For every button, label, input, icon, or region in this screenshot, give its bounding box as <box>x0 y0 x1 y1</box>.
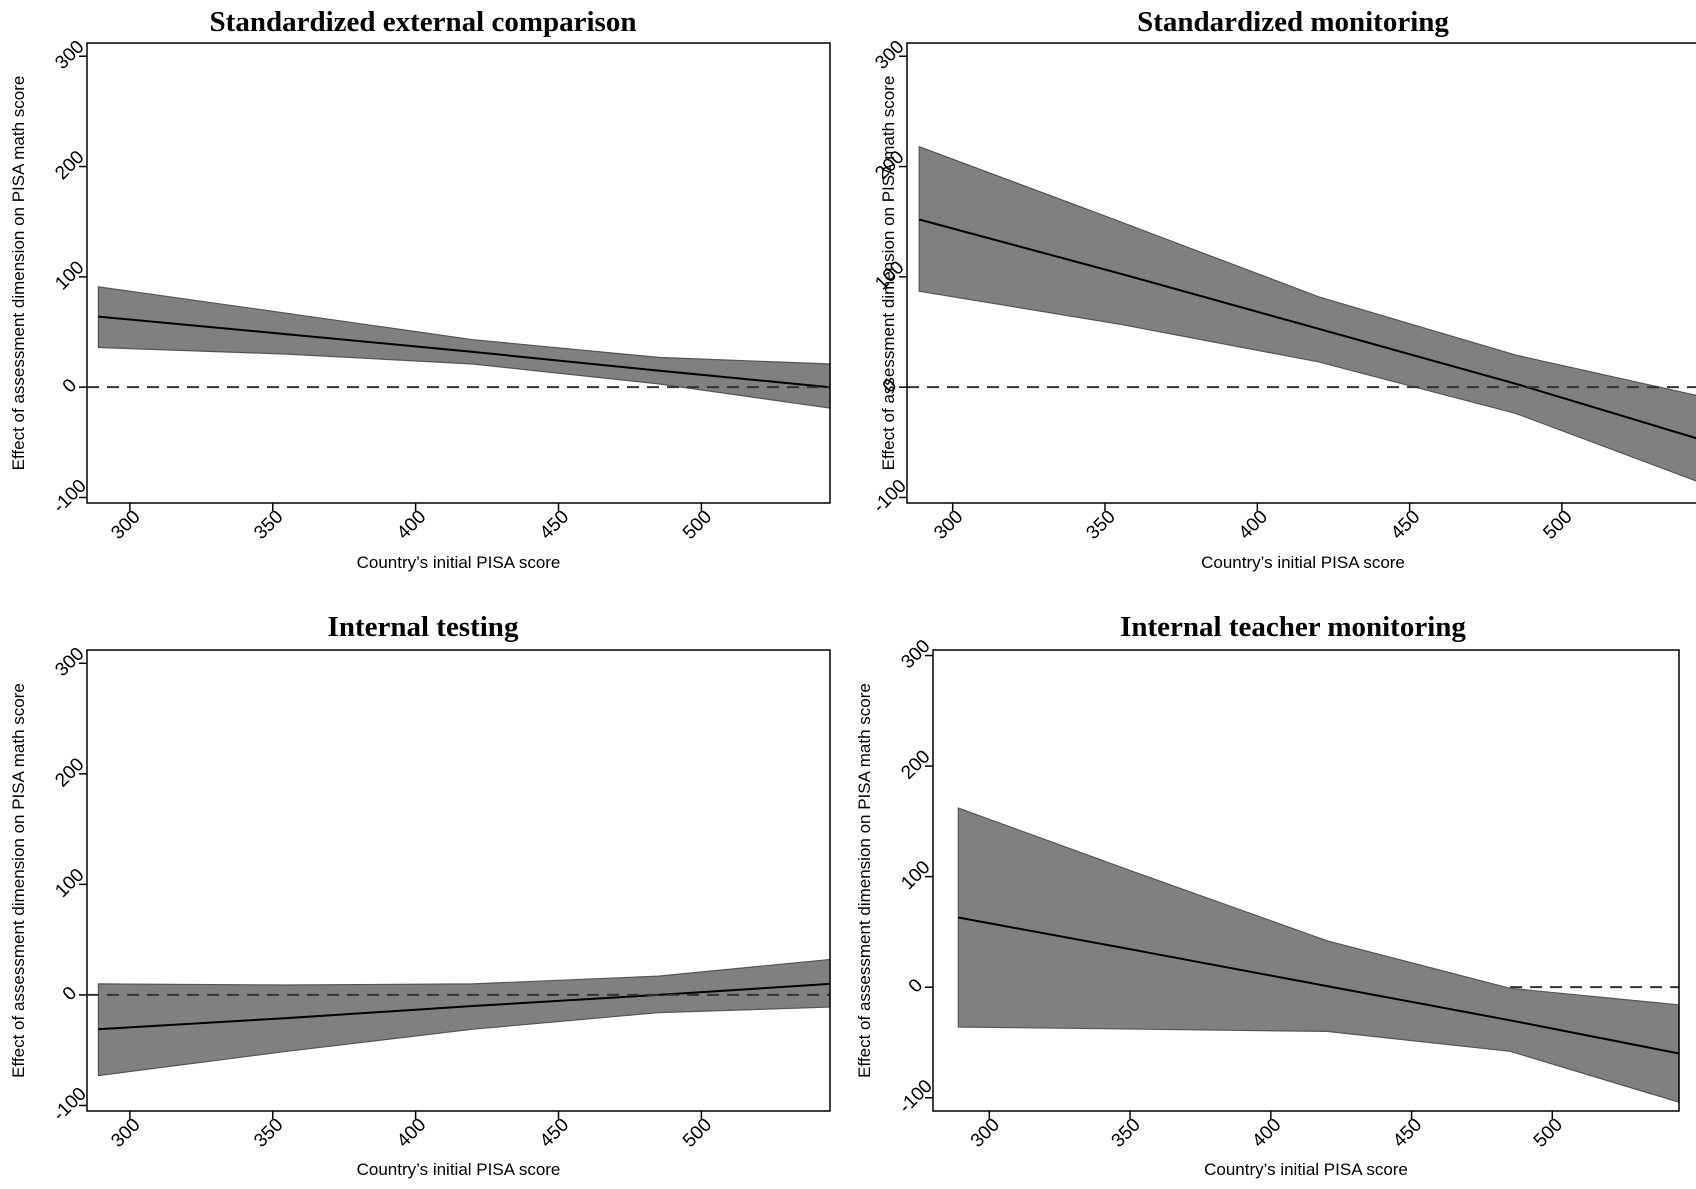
y-tick-label: -100 <box>895 1076 937 1118</box>
y-tick-label: 300 <box>871 37 908 74</box>
y-axis-title: Effect of assessment dimension on PISA m… <box>9 683 28 1078</box>
y-axis-title: Effect of assessment dimension on PISA m… <box>9 76 28 471</box>
confidence-band <box>918 145 1696 482</box>
x-tick-label: 300 <box>967 1114 1004 1151</box>
x-tick-label: 450 <box>1389 1114 1426 1151</box>
x-axis-title: Country’s initial PISA score <box>1204 1160 1408 1179</box>
estimate-line <box>98 315 831 389</box>
y-tick-label: 100 <box>51 257 88 294</box>
estimate-line <box>958 916 1680 1055</box>
confidence-band <box>97 958 831 1077</box>
plot-frame <box>932 649 1680 1112</box>
x-tick-label: 500 <box>679 506 716 543</box>
y-axis-title: Effect of assessment dimension on PISA m… <box>855 683 874 1078</box>
chart-standardized-monitoring: Standardized monitoring-1000100200300300… <box>869 6 1696 572</box>
estimate-line <box>98 982 831 1031</box>
estimate-line <box>918 218 1696 440</box>
chart-standardized-external-comparison: Standardized external comparison -100 0 100… <box>9 6 831 572</box>
y-tick-label: 0 <box>59 983 81 1005</box>
x-axis-title: Country’s initial PISA score <box>357 1160 561 1179</box>
panel-standardized-monitoring: Standardized monitoring -100 0 100 200 300 300… <box>848 0 1696 572</box>
y-tick-label: 0 <box>905 975 927 997</box>
x-tick-label: 350 <box>1108 1114 1145 1151</box>
confidence-band <box>957 807 1680 1104</box>
chart-title: Standardized external comparison <box>210 6 637 38</box>
x-tick-label: 450 <box>536 506 573 543</box>
panel-internal-teacher-monitoring: Internal teacher monitoring -100 0 100 200 30… <box>848 594 1696 1189</box>
x-axis-title: Country’s initial PISA score <box>1201 553 1405 572</box>
x-tick-label: 400 <box>393 506 430 543</box>
x-tick-label: 400 <box>393 1114 430 1151</box>
chart-title: Internal teacher monitoring <box>1120 611 1466 643</box>
y-tick-label: 100 <box>51 865 88 902</box>
y-tick-label: -100 <box>49 1084 91 1126</box>
y-tick-label: 200 <box>51 147 88 184</box>
x-tick-label: 300 <box>930 506 967 543</box>
x-tick-label: 500 <box>1539 506 1576 543</box>
y-tick-label: 300 <box>51 37 88 74</box>
x-tick-label: 450 <box>536 1114 573 1151</box>
y-tick-label: 300 <box>51 644 88 681</box>
x-tick-label: 300 <box>107 506 144 543</box>
chart-title: Standardized monitoring <box>1137 6 1449 38</box>
plot-frame <box>86 42 831 504</box>
y-tick-label: -100 <box>49 476 91 518</box>
chart-internal-teacher-monitoring: Internal teacher monitoring -100 0 100 200 30… <box>855 611 1680 1179</box>
plot-frame <box>906 42 1696 504</box>
x-tick-label: 450 <box>1387 506 1424 543</box>
y-tick-label: 100 <box>897 857 934 894</box>
panel-standardized-external-comparison: Standardized external comparison -100 0 100… <box>0 0 848 572</box>
plot-frame <box>86 649 831 1112</box>
x-tick-label: 350 <box>250 1114 287 1151</box>
y-tick-label: 200 <box>897 746 934 783</box>
y-tick-label: 200 <box>51 754 88 791</box>
confidence-band <box>97 286 831 409</box>
x-tick-label: 350 <box>250 506 287 543</box>
panel-internal-testing: Internal testing -100 0 100 200 300 300 350 400 4… <box>0 594 848 1189</box>
y-tick-label: -100 <box>869 476 911 518</box>
chart-title: Internal testing <box>328 611 519 643</box>
x-tick-label: 400 <box>1235 506 1272 543</box>
y-tick-label: 300 <box>897 636 934 673</box>
x-tick-label: 500 <box>1530 1114 1567 1151</box>
y-tick-label: 0 <box>59 375 81 397</box>
x-tick-label: 400 <box>1248 1114 1285 1151</box>
x-axis-title: Country’s initial PISA score <box>357 553 561 572</box>
x-tick-label: 500 <box>679 1114 716 1151</box>
chart-internal-testing: Internal testing -100 0 100 200 300 300 350 400 4… <box>9 611 831 1179</box>
y-axis-title: Effect of assessment dimension on PISA m… <box>879 76 898 471</box>
x-tick-label: 300 <box>107 1114 144 1151</box>
x-tick-label: 350 <box>1082 506 1119 543</box>
